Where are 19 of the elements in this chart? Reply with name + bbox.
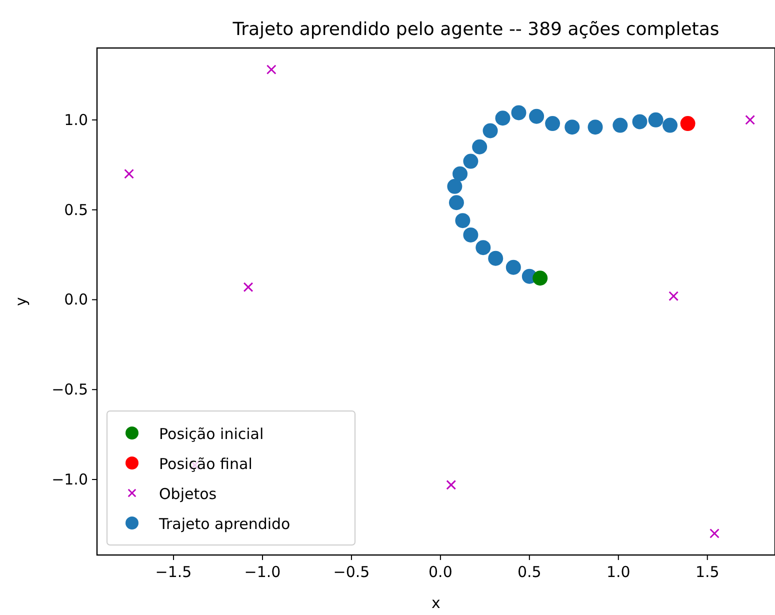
- legend-label: Objetos: [159, 485, 217, 503]
- chart-title: Trajeto aprendido pelo agente -- 389 ações completas: [232, 19, 720, 40]
- y-axis-title: y: [12, 296, 30, 306]
- x-tick-label: 0.0: [428, 563, 452, 581]
- legend-label: Posição inicial: [159, 425, 264, 443]
- x-tick-label: −1.5: [155, 563, 192, 581]
- legend-label: Trajeto aprendido: [158, 515, 290, 533]
- y-tick-label: 0.0: [64, 290, 88, 309]
- x-tick-label: 1.5: [695, 563, 720, 581]
- y-tick-label: −1.0: [52, 470, 88, 488]
- x-tick-label: −1.0: [244, 563, 281, 581]
- y-tick-label: 1.0: [64, 110, 88, 129]
- legend-label: Posição final: [159, 455, 252, 473]
- x-tick-label: −0.5: [333, 563, 370, 581]
- x-tick-label: 0.5: [517, 563, 542, 581]
- x-axis-title: x: [432, 594, 441, 612]
- x-tick-label: 1.0: [606, 563, 630, 581]
- y-tick-label: −0.5: [52, 380, 88, 399]
- y-tick-label: 0.5: [64, 200, 88, 219]
